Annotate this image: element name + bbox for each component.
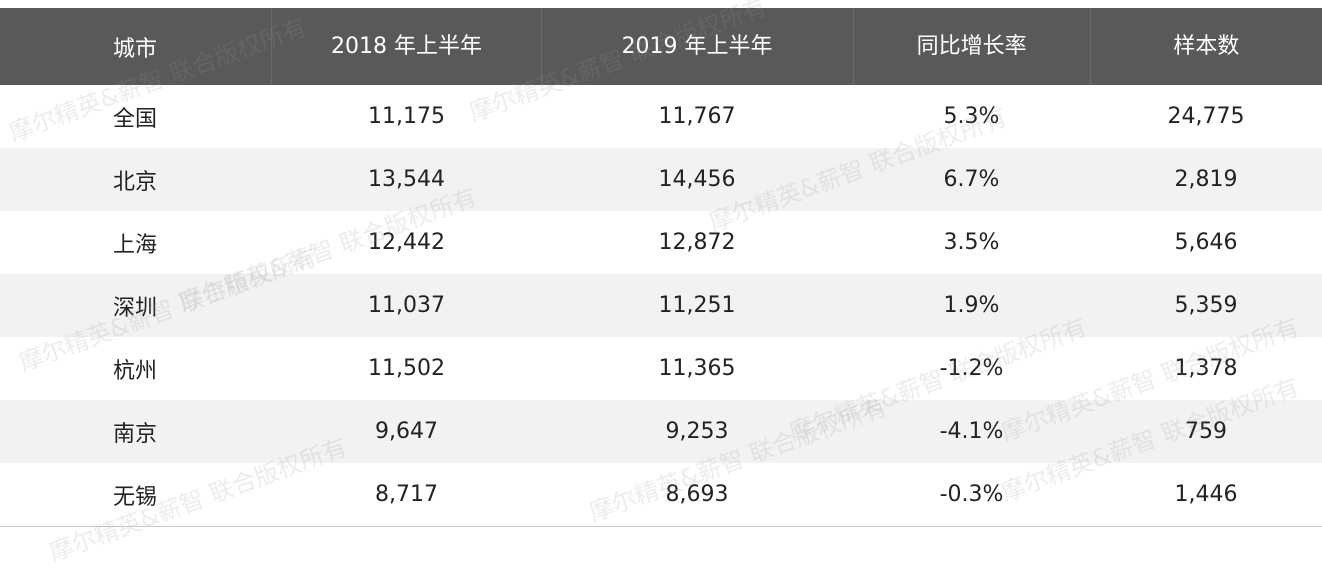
table-cell: -1.2%: [939, 356, 1004, 381]
table-cell: 8,693: [665, 482, 729, 507]
table-cell: 11,365: [658, 356, 736, 381]
city-cell: 全国: [113, 106, 158, 132]
table-cell: -4.1%: [939, 419, 1004, 444]
table-row: 杭州 11,502 11,365 -1.2% 1,378: [0, 337, 1322, 400]
city-cell: 南京: [113, 421, 158, 447]
table-row: 全国 11,175 11,767 5.3% 24,775: [0, 85, 1322, 148]
table-cell: 1,378: [1174, 356, 1238, 381]
table-cell: 9,253: [665, 419, 729, 444]
header-cell: 2018 年上半年: [271, 8, 540, 85]
table-cell: 24,775: [1167, 104, 1245, 129]
table-row: 无锡 8,717 8,693 -0.3% 1,446: [0, 463, 1322, 527]
header-cell: 2019 年上半年: [540, 8, 853, 85]
table-cell: 5.3%: [943, 104, 1000, 129]
table-cell: 759: [1185, 419, 1227, 444]
header-cell: 样本数: [1089, 8, 1322, 85]
table-cell: 11,251: [658, 293, 736, 318]
table-cell: 8,717: [375, 482, 438, 507]
table-cell: -0.3%: [939, 482, 1004, 507]
header-cell: 同比增长率: [852, 8, 1090, 85]
table-cell: 1,446: [1174, 482, 1238, 507]
table-cell: 5,646: [1174, 230, 1238, 255]
table-cell: 1.9%: [943, 293, 1000, 318]
table-cell: 12,872: [658, 230, 736, 255]
table-row: 上海 12,442 12,872 3.5% 5,646: [0, 211, 1322, 274]
city-cell: 上海: [113, 232, 158, 258]
header-cell: 城市: [113, 36, 158, 62]
table-cell: 6.7%: [943, 167, 1000, 192]
table-cell: 9,647: [375, 419, 438, 444]
table-cell: 12,442: [368, 230, 445, 255]
table-cell: 2,819: [1174, 167, 1238, 192]
table-cell: 11,767: [658, 104, 736, 129]
table-row: 北京 13,544 14,456 6.7% 2,819: [0, 148, 1322, 211]
table-cell: 11,037: [368, 293, 445, 318]
table-row: 深圳 11,037 11,251 1.9% 5,359: [0, 274, 1322, 337]
city-cell: 无锡: [113, 484, 158, 510]
table-cell: 11,502: [368, 356, 445, 381]
table-cell: 11,175: [368, 104, 445, 129]
header-row: 城市 2018 年上半年 2019 年上半年 同比增长率 样本数: [0, 8, 1322, 85]
city-cell: 深圳: [113, 295, 158, 321]
city-cell: 北京: [113, 169, 158, 195]
table-cell: 3.5%: [943, 230, 1000, 255]
table-row: 南京 9,647 9,253 -4.1% 759: [0, 400, 1322, 463]
table-cell: 5,359: [1174, 293, 1238, 318]
table-cell: 14,456: [658, 167, 736, 192]
data-table: 城市 2018 年上半年 2019 年上半年 同比增长率 样本数全国 11,175 11,7…: [0, 8, 1322, 527]
table-cell: 13,544: [368, 167, 445, 192]
city-cell: 杭州: [113, 358, 158, 384]
